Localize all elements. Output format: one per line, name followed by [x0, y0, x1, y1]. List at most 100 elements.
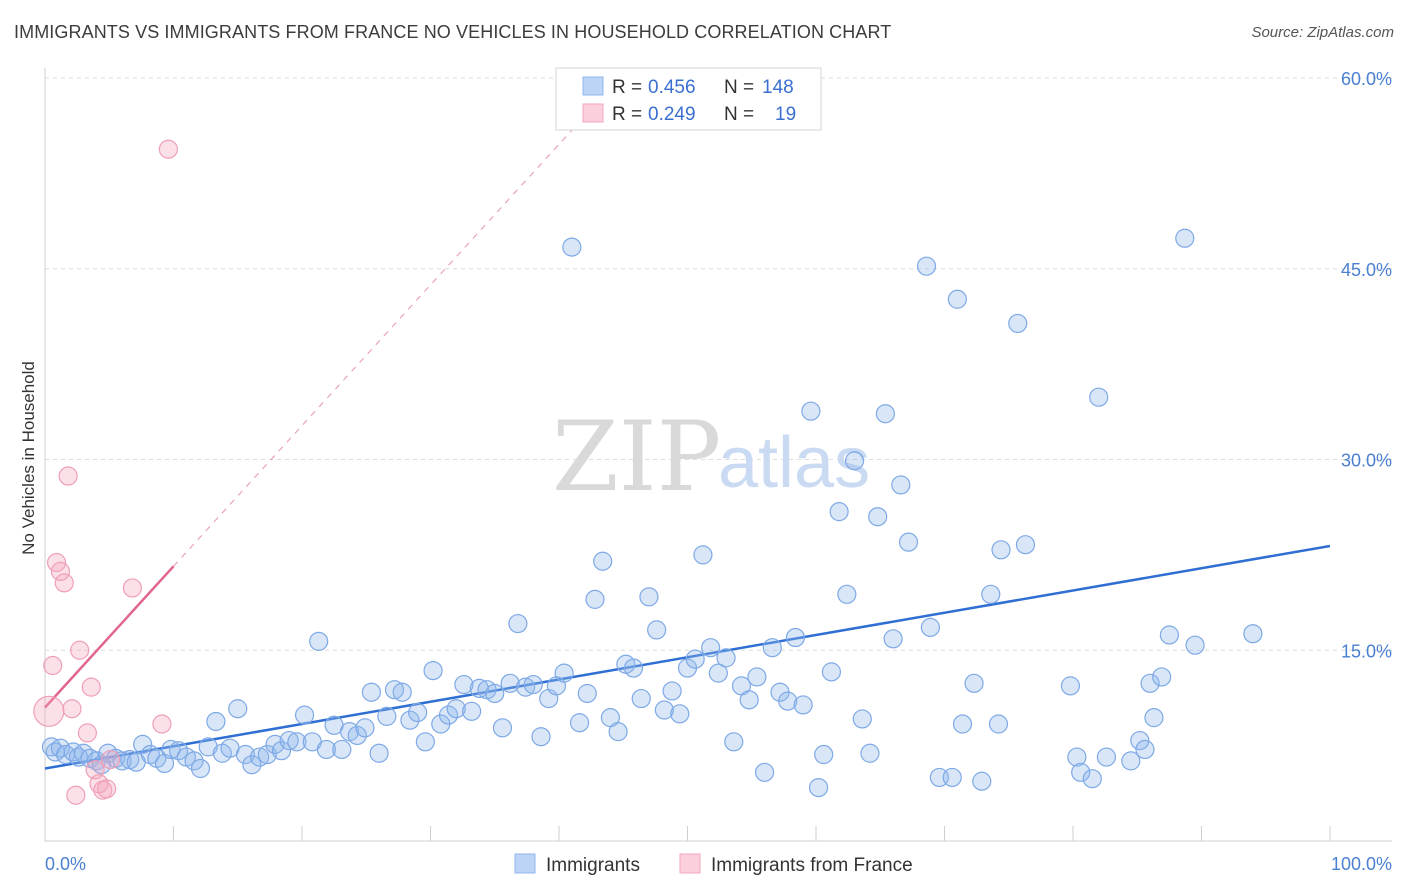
- immigrants-point-81: [631, 688, 651, 709]
- immigrants-point-100: [778, 691, 798, 711]
- immigrants-point-59: [462, 701, 482, 721]
- immigrants-point-72: [562, 237, 582, 257]
- france-point-14: [97, 779, 117, 799]
- watermark-zip: ZIP: [552, 401, 721, 513]
- immigrants-point-39: [309, 631, 329, 651]
- immigrants-point-19: [161, 739, 181, 760]
- immigrants-point-47: [369, 743, 389, 763]
- immigrants-point-52: [408, 702, 428, 723]
- immigrants-point-46: [361, 682, 381, 702]
- immigrants-point-108: [837, 584, 857, 604]
- immigrants-point-83: [647, 620, 667, 640]
- immigrants-point-96: [747, 667, 767, 687]
- immigrants-point-53: [415, 732, 435, 752]
- legend-n-value-1: 148: [762, 77, 794, 98]
- immigrants-point-136: [1121, 751, 1141, 771]
- france-point-17: [152, 714, 172, 734]
- immigrants-point-30: [242, 755, 262, 775]
- immigrants-point-139: [1140, 673, 1160, 693]
- immigrants-point-117: [916, 256, 937, 276]
- immigrants-point-131: [1067, 747, 1087, 767]
- immigrants-point-49: [384, 680, 405, 700]
- immigrants-point-103: [801, 401, 821, 421]
- immigrants-point-48: [377, 706, 397, 726]
- immigrants-point-2: [50, 738, 71, 758]
- immigrants-point-45: [355, 718, 375, 738]
- immigrants-point-88: [685, 649, 705, 669]
- france-point-16: [122, 578, 142, 598]
- france-point-6: [62, 699, 82, 719]
- immigrants-point-89: [693, 545, 713, 565]
- immigrants-point-80: [623, 658, 644, 678]
- immigrants-point-65: [508, 613, 528, 634]
- immigrants-point-124: [972, 771, 992, 791]
- immigrants-point-78: [608, 722, 628, 742]
- immigrants-point-28: [228, 699, 248, 719]
- y-tick-label-60: 60.0%: [1341, 69, 1392, 89]
- x-tick-label-0: 0.0%: [45, 854, 86, 874]
- immigrants-point-144: [1243, 624, 1263, 644]
- immigrants-point-82: [639, 587, 659, 607]
- immigrants-point-32: [257, 744, 277, 765]
- bottom-legend-france: Immigrants from France: [711, 855, 913, 876]
- immigrants-point-20: [169, 741, 189, 761]
- france-point-15: [100, 750, 121, 770]
- immigrants-point-63: [492, 718, 513, 738]
- bottom-legend-swatch-immigrants: [514, 853, 536, 874]
- france-trend-extension: [173, 115, 586, 567]
- immigrants-point-120: [942, 767, 962, 788]
- trend-lines: [44, 115, 1331, 770]
- immigrants-point-40: [316, 739, 337, 760]
- immigrants-point-141: [1152, 667, 1172, 687]
- legend-r-value-2: 0.249: [648, 104, 696, 125]
- immigrants-point-105: [814, 744, 834, 765]
- france-trend-line: [44, 565, 175, 709]
- immigrants-point-95: [739, 690, 759, 710]
- y-tick-label-30: 30.0%: [1341, 451, 1392, 471]
- immigrants-point-115: [891, 475, 911, 495]
- immigrants-point-56: [438, 705, 459, 725]
- france-point-9: [77, 723, 98, 743]
- legend-r-value-1: 0.456: [648, 77, 696, 98]
- legend-r-label-2: R =: [612, 104, 642, 125]
- immigrants-point-142: [1159, 625, 1179, 645]
- immigrants-point-54: [423, 660, 443, 681]
- immigrants-point-44: [347, 725, 367, 746]
- immigrants-point-68: [531, 727, 551, 747]
- immigrants-point-90: [701, 638, 721, 658]
- immigrants-point-122: [952, 714, 973, 734]
- immigrants-point-24: [198, 737, 218, 757]
- france-point-3: [50, 561, 71, 582]
- immigrants-point-67: [523, 674, 543, 695]
- immigrants-point-143: [1185, 635, 1205, 655]
- immigrants-point-93: [724, 732, 744, 752]
- immigrants-point-137: [1130, 730, 1150, 751]
- immigrants-point-145: [1175, 228, 1195, 248]
- immigrants-point-74: [577, 683, 597, 704]
- data-points: [33, 139, 1263, 805]
- bottom-legend-immigrants: Immigrants: [546, 855, 640, 876]
- immigrants-point-130: [1060, 676, 1081, 696]
- immigrants-point-76: [593, 551, 613, 571]
- source-credit: Source: ZipAtlas.com: [1251, 24, 1394, 41]
- immigrants-point-57: [446, 699, 466, 719]
- immigrants-point-31: [249, 747, 270, 767]
- immigrants-point-114: [883, 629, 903, 649]
- immigrants-point-113: [875, 404, 895, 424]
- watermark: ZIP atlas: [552, 401, 870, 513]
- immigrants-point-111: [860, 743, 880, 763]
- legend-swatch-immigrants: [582, 76, 604, 96]
- legend-n-value-2: 19: [775, 104, 796, 125]
- immigrants-point-97: [754, 762, 775, 782]
- immigrants-point-133: [1082, 769, 1102, 789]
- immigrants-point-29: [235, 744, 256, 765]
- y-tick-label-45: 45.0%: [1341, 260, 1392, 280]
- immigrants-point-126: [988, 714, 1009, 734]
- immigrants-point-62: [485, 683, 505, 704]
- y-axis-label: No Vehicles in Household: [19, 361, 38, 555]
- immigrants-point-91: [708, 663, 728, 683]
- legend-n-label-1: N =: [724, 77, 754, 98]
- immigrants-point-23: [190, 758, 211, 779]
- immigrants-point-50: [392, 682, 412, 702]
- immigrants-point-109: [844, 451, 865, 471]
